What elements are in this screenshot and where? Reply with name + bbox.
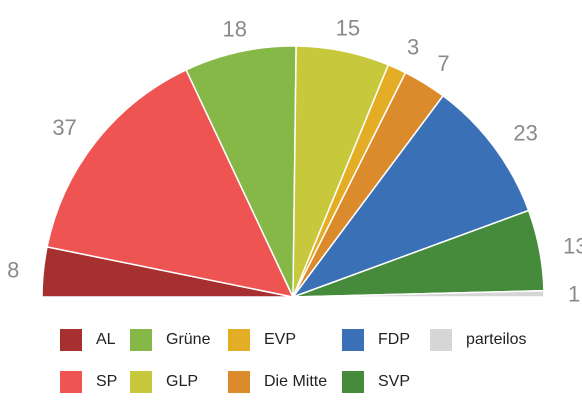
legend-swatch (60, 329, 82, 351)
legend-label: Die Mitte (264, 373, 328, 390)
seat-distribution-chart: 8 37 18 15 37 23 13 1 (7, 16, 582, 307)
legend-swatch (130, 371, 152, 393)
legend-label: Grüne (166, 331, 211, 348)
value-label-sp: 37 (52, 115, 76, 140)
value-label-svp: 13 (563, 234, 582, 259)
legend-swatch (228, 329, 250, 351)
slice-sp (46, 68, 295, 299)
value-label-glp: 15 (336, 16, 360, 41)
legend-label: SVP (378, 373, 411, 390)
legend-swatch (60, 371, 82, 393)
legend-swatch (130, 329, 152, 351)
slice-fdp (290, 94, 530, 299)
legend-item-die-mitte: Die Mitte (228, 370, 327, 394)
legend-label: GLP (166, 373, 199, 390)
legend-item-fdp: FDP (342, 328, 410, 352)
value-label-die-mitte: 7 (437, 51, 449, 76)
chart-value-labels: 8 37 18 15 37 23 13 1 (7, 16, 582, 307)
legend-label: EVP (264, 331, 297, 348)
value-label-grune: 18 (222, 16, 246, 41)
slice-grune (185, 45, 297, 298)
legend-swatch (430, 329, 452, 351)
value-label-parteilos: 1 (568, 282, 580, 307)
legend-item-grune: Grüne (130, 328, 210, 352)
value-label-al: 8 (7, 257, 19, 282)
legend-label: SP (96, 373, 118, 390)
legend-label: parteilos (466, 331, 527, 348)
legend-item-glp: GLP (130, 370, 198, 394)
legend-item-evp: EVP (228, 328, 296, 352)
chart-legend: AL Grüne EVP FDP parteilos SP GLP Die Mitte SVP (60, 324, 560, 396)
legend-swatch (342, 371, 364, 393)
legend-swatch (228, 371, 250, 393)
value-label-fdp: 23 (513, 121, 537, 146)
legend-swatch (342, 329, 364, 351)
legend-item-parteilos: parteilos (430, 328, 526, 352)
legend-item-svp: SVP (342, 370, 410, 394)
slice-parteilos (292, 289, 545, 298)
legend-item-al: AL (60, 328, 116, 352)
legend-item-sp: SP (60, 370, 117, 394)
legend-label: FDP (378, 331, 410, 348)
value-label-evp: 3 (407, 35, 419, 60)
legend-label: AL (96, 331, 116, 348)
chart-slices (41, 45, 545, 299)
